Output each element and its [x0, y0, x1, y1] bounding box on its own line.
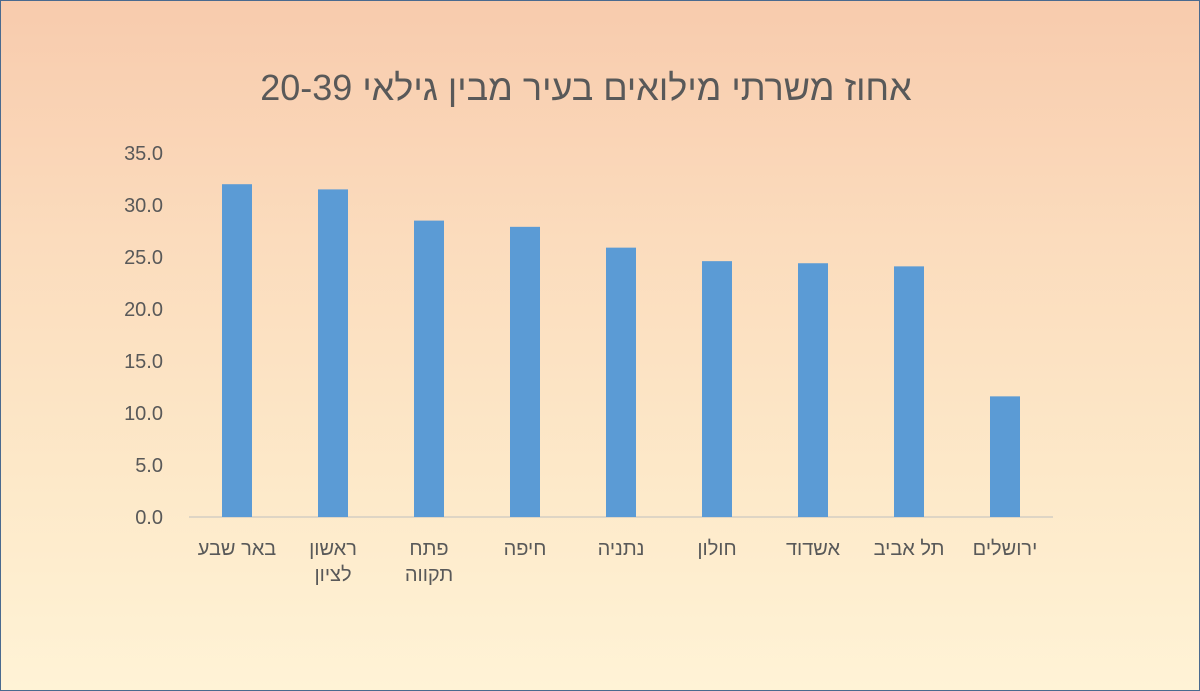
- y-tick-label: 20.0: [124, 299, 163, 321]
- bar: [894, 266, 924, 517]
- y-tick-label: 25.0: [124, 247, 163, 269]
- bar: [606, 247, 636, 517]
- x-category-label: לציון: [314, 564, 351, 586]
- bar: [798, 263, 828, 517]
- y-tick-label: 5.0: [135, 455, 163, 477]
- x-category-label: חולון: [697, 538, 736, 560]
- x-category-label: באר שבע: [198, 538, 277, 560]
- bar: [990, 396, 1020, 517]
- y-tick-label: 0.0: [135, 507, 163, 529]
- bar: [702, 261, 732, 517]
- x-category-label: ראשון: [309, 538, 357, 560]
- chart-title: אחוז משרתי מילואים בעיר מבין גילאי 20-39: [260, 67, 912, 108]
- y-tick-label: 35.0: [124, 143, 163, 165]
- y-tick-label: 15.0: [124, 351, 163, 373]
- bar: [414, 220, 444, 517]
- x-category-label: נתניה: [598, 538, 645, 560]
- x-category-label: פתח: [409, 538, 448, 560]
- x-category-label: תל אביב: [874, 538, 945, 560]
- x-category-label: אשדוד: [786, 538, 841, 560]
- x-category-label: ירושלים: [973, 538, 1038, 560]
- bar: [222, 184, 252, 517]
- bar: [510, 226, 540, 517]
- bar: [318, 189, 348, 517]
- x-category-label: חיפה: [504, 538, 547, 560]
- x-category-label: תקווה: [405, 564, 453, 586]
- y-tick-label: 10.0: [124, 403, 163, 425]
- y-tick-label: 30.0: [124, 195, 163, 217]
